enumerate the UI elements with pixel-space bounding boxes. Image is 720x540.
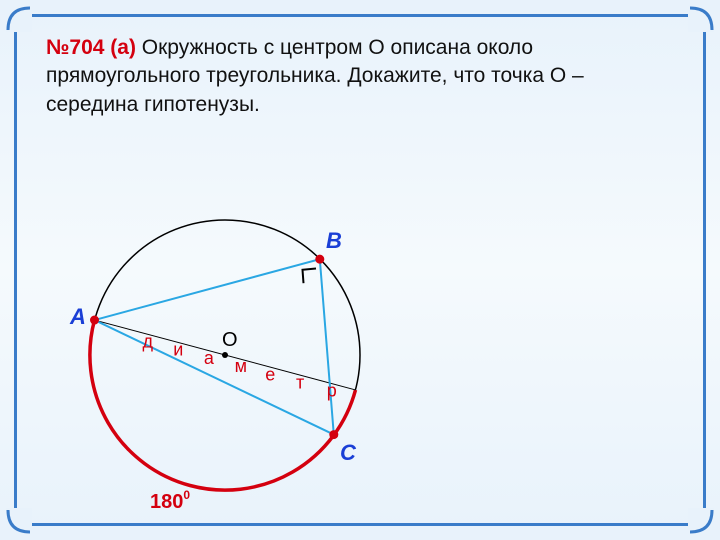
problem-statement: №704 (а) Окружность с центром О описана … xyxy=(46,34,674,119)
diameter-letter: м xyxy=(235,356,247,376)
label-180deg: 1800 xyxy=(150,488,190,513)
diameter-letter: р xyxy=(327,381,337,401)
point-c-dot xyxy=(329,430,338,439)
corner-ornament xyxy=(6,508,32,534)
diameter-letter: е xyxy=(265,364,275,384)
corner-ornament xyxy=(6,6,32,32)
corner-ornament xyxy=(688,508,714,534)
label-b: В xyxy=(326,228,342,253)
point-a-dot xyxy=(90,316,99,325)
diameter-letter: д xyxy=(143,331,154,351)
label-c: С xyxy=(340,440,357,465)
diameter-letter: а xyxy=(204,348,215,368)
point-o-dot xyxy=(222,352,228,358)
diameter-letter: т xyxy=(296,373,304,393)
point-b-dot xyxy=(315,255,324,264)
label-a: А xyxy=(69,304,86,329)
diameter-letter: и xyxy=(173,340,183,360)
corner-ornament xyxy=(688,6,714,32)
label-o: О xyxy=(222,329,238,351)
problem-number: №704 (а) xyxy=(46,36,136,59)
geometry-figure: ди аме т р А В С О 1800 xyxy=(30,150,430,530)
triangle-abc xyxy=(95,259,334,434)
right-angle-marker xyxy=(303,269,317,284)
